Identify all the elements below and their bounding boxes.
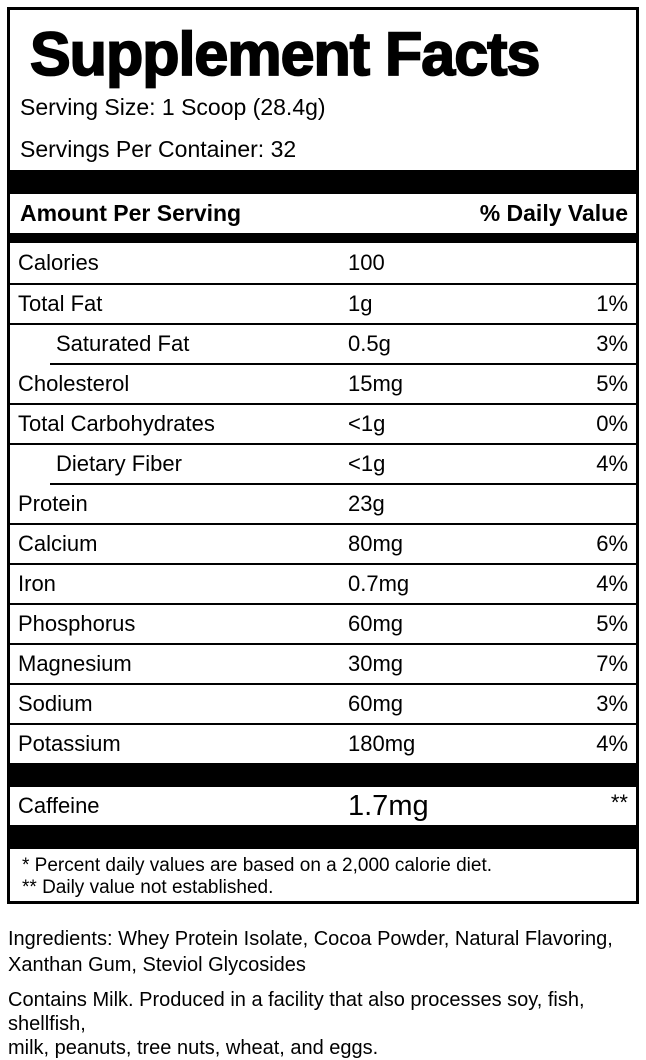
nutrient-daily-value: 3% <box>596 691 628 716</box>
daily-value-header: % Daily Value <box>479 200 628 226</box>
nutrient-amount: 15mg <box>348 371 404 396</box>
nutrient-amount: 23g <box>348 491 385 516</box>
supplement-facts-panel: Supplement Facts Serving Size: 1 Scoop (… <box>7 7 639 904</box>
panel-title: Supplement Facts <box>29 19 541 89</box>
nutrient-row: Saturated Fat 0.5g 3% <box>10 323 636 363</box>
nutrient-name: Saturated Fat <box>56 331 190 356</box>
nutrient-row: Total Fat 1g 1% <box>10 283 636 323</box>
nutrient-amount: 180mg <box>348 731 416 756</box>
nutrient-amount: 30mg <box>348 651 404 676</box>
nutrient-name: Protein <box>18 491 88 516</box>
nutrient-row: Magnesium 30mg 7% <box>10 643 636 683</box>
nutrient-daily-value: ** <box>610 790 628 815</box>
ingredients-line-1: Ingredients: Whey Protein Isolate, Cocoa… <box>8 928 613 950</box>
nutrient-name: Caffeine <box>18 793 100 818</box>
nutrient-amount: <1g <box>348 451 386 476</box>
nutrient-name: Magnesium <box>18 651 132 676</box>
nutrient-daily-value: 4% <box>596 571 628 596</box>
nutrient-daily-value: 6% <box>596 531 628 556</box>
allergen-line-1: Contains Milk. Produced in a facility th… <box>8 989 585 1035</box>
nutrient-row: Iron 0.7mg 4% <box>10 563 636 603</box>
footnote-not-established: ** Daily value not established. <box>22 877 274 898</box>
nutrient-daily-value: 4% <box>596 731 628 756</box>
nutrient-daily-value: 4% <box>596 451 628 476</box>
nutrient-daily-value: 7% <box>596 651 628 676</box>
nutrient-amount: 60mg <box>348 611 404 636</box>
nutrient-row: Calcium 80mg 6% <box>10 523 636 563</box>
bottom-text-block: Ingredients: Whey Protein Isolate, Cocoa… <box>8 926 640 1060</box>
separator-bar-thick-mid <box>10 763 636 787</box>
nutrient-name: Cholesterol <box>18 371 130 396</box>
nutrient-name: Potassium <box>18 731 121 756</box>
nutrient-name: Total Fat <box>18 291 103 316</box>
nutrient-row: Protein 23g <box>10 485 636 523</box>
ingredients-line-2: Xanthan Gum, Steviol Glycosides <box>8 954 306 976</box>
nutrient-row: Cholesterol 15mg 5% <box>10 365 636 403</box>
nutrient-name: Iron <box>18 571 56 596</box>
nutrient-amount: 60mg <box>348 691 404 716</box>
nutrient-name: Calcium <box>18 531 98 556</box>
nutrient-name: Phosphorus <box>18 611 136 636</box>
indented-separator-line <box>50 363 636 365</box>
nutrient-name: Sodium <box>18 691 93 716</box>
nutrient-row: Phosphorus 60mg 5% <box>10 603 636 643</box>
nutrient-amount: <1g <box>348 411 386 436</box>
nutrient-daily-value: 5% <box>596 611 628 636</box>
nutrient-daily-value: 1% <box>596 291 628 316</box>
nutrient-row: Sodium 60mg 3% <box>10 683 636 723</box>
nutrient-row: Dietary Fiber <1g 4% <box>10 443 636 483</box>
nutrient-row: Total Carbohydrates <1g 0% <box>10 403 636 443</box>
amount-per-serving-header: Amount Per Serving <box>20 200 242 226</box>
allergen-line-2: milk, peanuts, tree nuts, wheat, and egg… <box>8 1037 379 1059</box>
nutrient-name: Dietary Fiber <box>56 451 182 476</box>
indented-separator-line <box>50 483 636 485</box>
allergen-text: Contains Milk. Produced in a facility th… <box>8 988 640 1060</box>
separator-bar-thick-top <box>10 170 636 194</box>
separator-bar-medium <box>10 233 636 243</box>
nutrient-amount: 0.7mg <box>348 571 410 596</box>
nutrient-amount: 1.7mg <box>348 789 429 822</box>
separator-bar-thick-bottom <box>10 825 636 849</box>
nutrient-row: Calories 100 <box>10 243 636 283</box>
nutrient-amount: 0.5g <box>348 331 391 356</box>
footnotes: * Percent daily values are based on a 2,… <box>10 849 636 901</box>
nutrient-amount: 1g <box>348 291 373 316</box>
nutrient-row-caffeine: Caffeine 1.7mg ** <box>10 787 636 825</box>
ingredients-text: Ingredients: Whey Protein Isolate, Cocoa… <box>8 926 640 978</box>
serving-size-text: Serving Size: 1 Scoop (28.4g) <box>20 94 326 120</box>
nutrient-row: Potassium 180mg 4% <box>10 723 636 763</box>
nutrient-daily-value: 0% <box>596 411 628 436</box>
nutrient-name: Total Carbohydrates <box>18 411 215 436</box>
nutrient-daily-value: 5% <box>596 371 628 396</box>
footnote-daily-values: * Percent daily values are based on a 2,… <box>22 855 493 876</box>
table-header-row: Amount Per Serving % Daily Value <box>10 194 636 233</box>
servings-per-container-text: Servings Per Container: 32 <box>20 136 297 162</box>
nutrient-daily-value: 3% <box>596 331 628 356</box>
nutrient-name: Calories <box>18 250 99 275</box>
nutrient-amount: 100 <box>348 250 385 275</box>
nutrient-amount: 80mg <box>348 531 404 556</box>
nutrient-table: Calories 100 Total Fat 1g 1% Saturated Fat 0.5… <box>10 243 636 763</box>
